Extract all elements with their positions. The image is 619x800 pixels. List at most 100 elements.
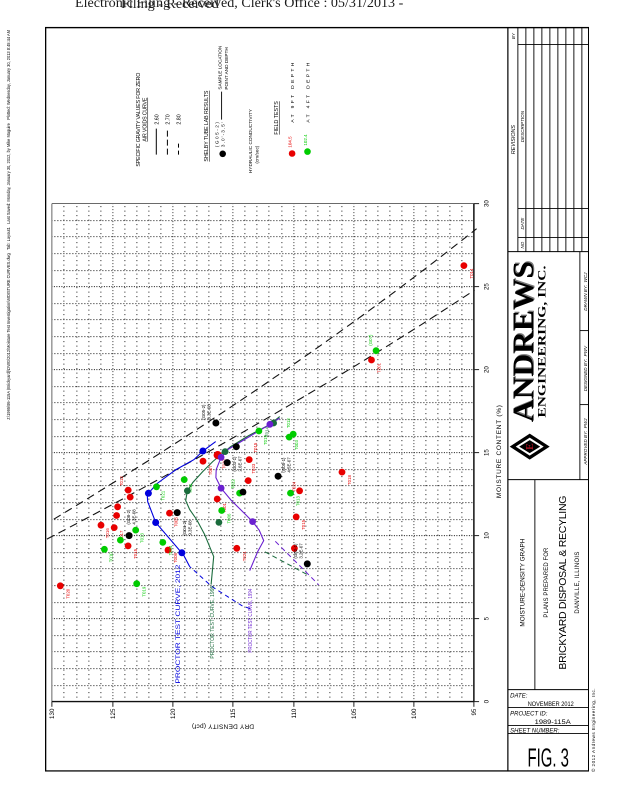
svg-text:T017: T017: [119, 530, 124, 541]
svg-text:T010: T010: [109, 552, 114, 563]
svg-text:T001: T001: [222, 503, 227, 514]
svg-text:T003: T003: [294, 440, 299, 451]
svg-text:(cm/sec): (cm/sec): [255, 146, 260, 164]
svg-text:(G04-2): (G04-2): [182, 520, 187, 536]
svg-text:DANVILLE, ILLINOIS: DANVILLE, ILLINOIS: [575, 552, 581, 614]
svg-text:T023: T023: [251, 463, 256, 474]
svg-text:(G07): (G07): [368, 334, 373, 346]
svg-text:T011: T011: [188, 483, 193, 493]
svg-text:ANDREWS: ANDREWS: [507, 261, 540, 422]
svg-text:1989-115A: 1989-115A: [535, 719, 572, 726]
svg-text:20: 20: [484, 366, 491, 373]
svg-text:110: 110: [291, 708, 298, 718]
svg-text:T006: T006: [227, 513, 232, 524]
svg-text:2.70: 2.70: [166, 115, 172, 125]
svg-text:3.2E-07: 3.2E-07: [299, 543, 304, 559]
svg-text:T013: T013: [140, 533, 145, 544]
svg-text:PLANS PREPARED FOR: PLANS PREPARED FOR: [544, 547, 550, 618]
svg-text:NOVEMBER 2012: NOVEMBER 2012: [528, 701, 574, 708]
svg-text:SPECIFIC GRAVITY VALUES FOR ZE: SPECIFIC GRAVITY VALUES FOR ZERO: [136, 73, 142, 167]
svg-text:T021: T021: [242, 551, 247, 562]
svg-text:T015: T015: [301, 520, 306, 531]
svg-text:PROCTOR TEST CURVE, 2012: PROCTOR TEST CURVE, 2012: [176, 564, 182, 684]
svg-text:PROCTOR TEST CURVE, 1994: PROCTOR TEST CURVE, 1994: [248, 589, 254, 653]
svg-text:AIR VOIDS CURVE: AIR VOIDS CURVE: [143, 98, 149, 142]
svg-text:REVISIONS: REVISIONS: [511, 125, 517, 155]
svg-text:95: 95: [471, 708, 478, 715]
svg-text:AT 9FT DEPTH: AT 9FT DEPTH: [290, 63, 296, 123]
svg-text:T019: T019: [142, 587, 147, 598]
svg-text:T014: T014: [168, 545, 173, 556]
svg-text:105: 105: [351, 708, 358, 719]
svg-text:T018: T018: [347, 475, 352, 486]
svg-text:102.4: 102.4: [303, 134, 308, 146]
svg-text:104.5: 104.5: [288, 136, 293, 148]
svg-text:4.5E-07: 4.5E-07: [287, 457, 292, 473]
svg-text:125: 125: [110, 708, 117, 719]
svg-text:T021: T021: [161, 491, 166, 502]
svg-text:T012: T012: [286, 418, 291, 429]
svg-text:T008: T008: [173, 553, 178, 564]
svg-text:NO: NO: [520, 242, 525, 249]
svg-text:15: 15: [484, 449, 491, 456]
svg-text:MOISTURE-DENSITY GRAPH: MOISTURE-DENSITY GRAPH: [520, 539, 527, 627]
svg-text:DESIGNED BY: PWV: DESIGNED BY: PWV: [583, 345, 588, 391]
svg-text:25: 25: [484, 283, 491, 290]
svg-text:2.6E-07: 2.6E-07: [238, 456, 243, 472]
svg-text:9.3E-08: 9.3E-08: [188, 520, 193, 536]
svg-text:T015: T015: [133, 549, 138, 560]
svg-text:3.0'-3.5': 3.0'-3.5': [221, 122, 226, 147]
svg-text:T020: T020: [66, 589, 71, 600]
svg-text:115: 115: [230, 708, 237, 718]
svg-text:DESCRIPTION: DESCRIPTION: [520, 111, 525, 143]
svg-text:HYDRAULIC CONDUCTIVITY: HYDRAULIC CONDUCTIVITY: [248, 109, 253, 174]
svg-text:DRAWN BY: WCJ: DRAWN BY: WCJ: [583, 272, 588, 311]
svg-text:(G05-2): (G05-2): [215, 122, 220, 147]
svg-text:FIG. 3: FIG. 3: [528, 743, 569, 772]
svg-text:FIELD TESTS: FIELD TESTS: [274, 101, 280, 135]
svg-text:BRICKYARD DISPOSAL & RECYLING: BRICKYARD DISPOSAL & RECYLING: [558, 496, 569, 670]
svg-text:5: 5: [484, 617, 491, 621]
svg-text:120: 120: [170, 708, 177, 719]
svg-text:AT 4FT DEPTH: AT 4FT DEPTH: [306, 63, 312, 123]
svg-text:ENGINEERING, INC.: ENGINEERING, INC.: [535, 266, 549, 418]
svg-text:T014: T014: [469, 268, 474, 279]
svg-text:T013: T013: [296, 496, 301, 507]
svg-text:MOISTURE CONTENT (%): MOISTURE CONTENT (%): [496, 405, 503, 498]
svg-text:(G05-1): (G05-1): [281, 457, 286, 473]
svg-text:T012: T012: [119, 476, 124, 487]
svg-text:4.3E-08: 4.3E-08: [132, 509, 137, 525]
svg-text:T022: T022: [231, 479, 236, 490]
svg-text:T024: T024: [292, 482, 297, 493]
svg-text:T016: T016: [105, 528, 110, 539]
svg-text:130: 130: [49, 708, 56, 719]
svg-text:8.3E-08: 8.3E-08: [207, 404, 212, 420]
svg-text:PROJECT ID:: PROJECT ID:: [510, 712, 548, 718]
svg-text:T014: T014: [265, 427, 270, 438]
svg-text:100: 100: [411, 708, 418, 719]
svg-text:SHELBY TUBE LAB RESULTS: SHELBY TUBE LAB RESULTS: [204, 91, 210, 162]
svg-text:T019: T019: [263, 435, 268, 446]
svg-text:0: 0: [484, 700, 491, 704]
svg-text:APPROVED BY: PWJ: APPROVED BY: PWJ: [583, 418, 588, 466]
svg-text:(G03-1): (G03-1): [232, 456, 237, 472]
svg-text:BY: BY: [511, 32, 516, 39]
svg-text:DATE:: DATE:: [510, 694, 528, 700]
svg-text:DRY DENSITY (pcf): DRY DENSITY (pcf): [192, 723, 254, 730]
svg-text:SHEET NUMBER:: SHEET NUMBER:: [510, 729, 560, 735]
svg-text:30: 30: [484, 200, 491, 207]
svg-text:POINT AND DEPTH: POINT AND DEPTH: [224, 48, 229, 90]
svg-text:10: 10: [484, 532, 491, 539]
svg-text:(G05-2): (G05-2): [201, 404, 206, 420]
svg-text:PROCTOR TEST CURVE, 1995: PROCTOR TEST CURVE, 1995: [210, 586, 216, 659]
svg-text:2.80: 2.80: [177, 115, 183, 125]
svg-text:T007: T007: [208, 465, 213, 476]
svg-text:ANDREWS: ANDREWS: [508, 260, 541, 421]
svg-text:SAMPLE LOCATION: SAMPLE LOCATION: [218, 46, 223, 90]
svg-text:T015: T015: [253, 442, 258, 453]
svg-text:DATE: DATE: [520, 217, 525, 230]
svg-text:2.60: 2.60: [155, 115, 161, 125]
svg-text:E: E: [525, 443, 536, 450]
svg-text:T201: T201: [377, 363, 382, 374]
svg-text:T005: T005: [174, 517, 179, 528]
